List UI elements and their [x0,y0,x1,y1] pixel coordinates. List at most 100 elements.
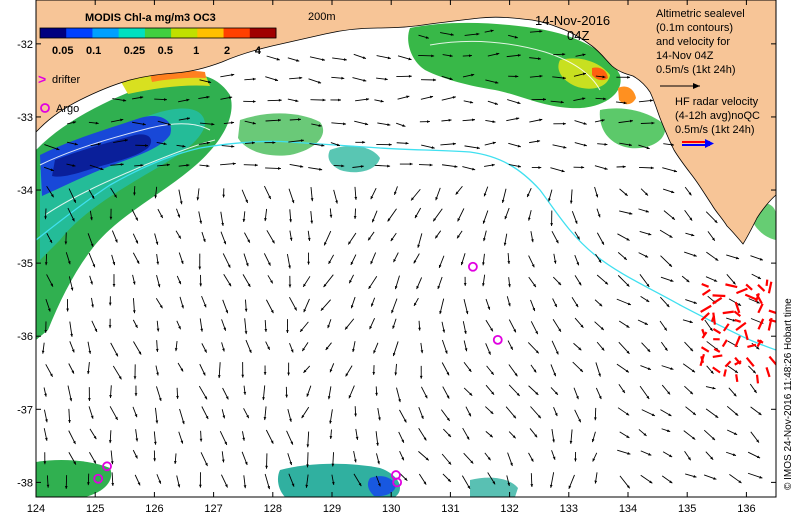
velocity-arrow-head [319,167,323,171]
velocity-arrow-head [624,192,628,196]
velocity-arrow-head [418,327,421,331]
velocity-arrow-head [321,143,325,147]
velocity-arrow-head [68,419,71,423]
velocity-arrow-head [289,237,293,241]
velocity-arrow-head [206,164,210,168]
velocity-arrow-head [591,438,595,443]
velocity-arrow-head [644,254,649,258]
velocity-arrow-head [600,327,604,331]
velocity-arrow-head [202,372,206,376]
velocity-arrow-head [494,102,498,105]
velocity-arrow-head [135,438,139,442]
hf-radar-vector [768,309,776,315]
velocity-arrow-head [263,417,267,421]
velocity-arrow-head [204,349,207,353]
velocity-arrow-head [100,167,104,171]
velocity-arrow-head [533,369,537,373]
velocity-arrow-head [203,304,207,308]
velocity-arrow-head [223,327,226,331]
velocity-arrow-head [302,348,306,352]
velocity-arrow-head [321,58,326,61]
hf-radar-vector [743,329,749,341]
velocity-arrow-head [507,261,511,265]
velocity-arrow-head [305,484,309,488]
velocity-arrow-head [501,199,505,203]
velocity-arrow-head [759,257,763,261]
velocity-arrow-head [156,261,160,265]
velocity-arrow-head [358,482,362,487]
y-tick-label: -33 [17,112,33,124]
velocity-arrow-head [449,77,453,81]
velocity-arrow-head [482,262,485,266]
hf-radar-vector [712,366,721,374]
velocity-arrow-head [368,237,371,241]
velocity-arrow-head [388,143,392,147]
velocity-arrow-head [109,394,113,398]
velocity-arrow-head [507,482,511,486]
velocity-arrow-head [109,216,113,220]
velocity-arrow-head [268,195,271,200]
velocity-arrow-head [467,485,471,489]
velocity-arrow-head [482,220,486,224]
hf-radar-vector [745,283,753,291]
velocity-arrow-head [254,163,258,167]
velocity-arrow-head [471,73,475,77]
velocity-arrow-head [229,96,233,99]
velocity-arrow-head [535,350,539,354]
velocity-arrow-head [267,485,271,490]
velocity-arrow-head [537,57,541,60]
velocity-arrow-head [651,413,655,416]
velocity-arrow-head [247,283,251,287]
velocity-arrow-head [409,162,413,166]
colorbar-segment [92,28,120,38]
velocity-arrow-head [345,326,348,330]
velocity-arrow-head [202,238,206,243]
velocity-arrow-head [228,283,232,287]
velocity-arrow-head [270,280,273,284]
argo-float-marker [102,461,112,472]
velocity-arrow-head [664,327,667,331]
velocity-arrow-head [179,201,183,205]
velocity-arrow-head [177,484,181,488]
velocity-arrow-head [715,257,719,261]
velocity-arrow-head [134,455,138,459]
velocity-arrow-head [598,395,602,400]
velocity-arrow-head [245,199,248,203]
velocity-arrow-head [353,459,357,463]
velocity-arrow-head [387,56,391,60]
hf-radar-vector [734,301,741,314]
velocity-arrow-head [94,328,98,332]
velocity-arrow-head [579,368,583,372]
velocity-arrow-head [627,452,631,455]
velocity-arrow-head [158,397,162,402]
velocity-arrow-head [530,484,534,488]
velocity-arrow-head [510,346,513,350]
y-axis-ticks: -32 -33 -34 -35 -36 -37 -38 [17,39,776,489]
velocity-arrow-head [464,348,468,352]
legend-hfradar-line: 0.5m/s (1kt 24h) [675,124,754,136]
velocity-arrow-head [362,56,366,59]
hf-radar-vector [724,360,732,368]
velocity-arrow-head [666,304,670,308]
velocity-arrow-head [350,305,354,309]
legend-hfradar: HF radar velocity (4-12h avg)noQC 0.5m/s… [675,96,760,148]
velocity-arrow-head [483,238,486,242]
velocity-arrow-head [291,199,295,204]
velocity-arrow-head [648,232,652,236]
velocity-arrow-head [72,164,76,167]
velocity-arrow-head [670,143,674,147]
velocity-arrow-head [310,198,314,202]
velocity-arrow-head [627,302,631,306]
y-tick-label: -38 [17,477,33,489]
hf-radar-vector [722,323,730,332]
velocity-arrow-head [135,240,138,244]
x-tick-label: 125 [86,503,104,515]
plot-frame [35,0,777,498]
velocity-arrow-head [646,146,650,150]
velocity-arrow-head [120,118,124,122]
velocity-arrow-head [629,119,633,123]
velocity-arrow-head [288,265,291,269]
velocity-arrow-head [371,303,374,307]
velocity-arrow-head [533,283,536,288]
velocity-arrow-head [45,419,48,423]
